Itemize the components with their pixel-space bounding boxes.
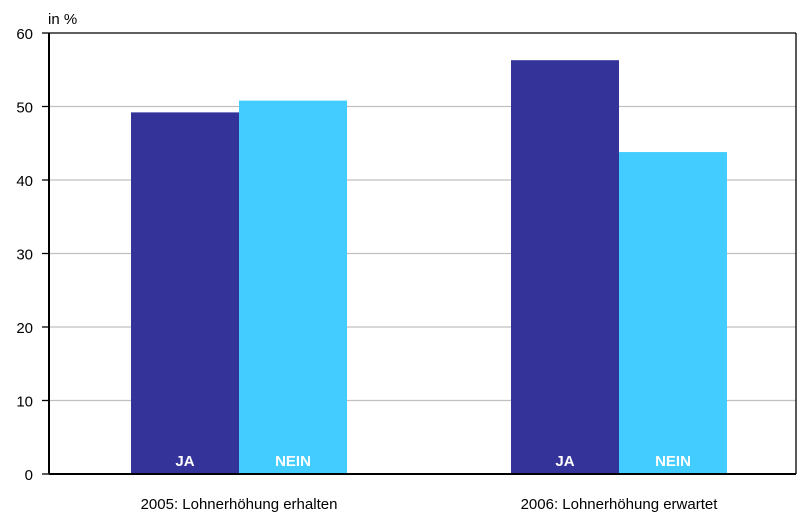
bars bbox=[131, 60, 727, 475]
y-tick-label: 50 bbox=[16, 100, 33, 117]
x-category-label: 2006: Lohnerhöhung erwartet bbox=[521, 496, 719, 513]
y-axis-label: in % bbox=[48, 11, 77, 28]
bar-series-label: JA bbox=[175, 453, 194, 470]
bar-ja bbox=[511, 60, 619, 474]
bar-nein bbox=[239, 100, 347, 475]
bar-series-label: JA bbox=[555, 453, 574, 470]
bar-ja bbox=[131, 112, 239, 474]
bar-series-label: NEIN bbox=[275, 453, 311, 470]
y-tick-label: 0 bbox=[25, 467, 33, 484]
y-tick-label: 40 bbox=[16, 173, 33, 190]
bar-nein bbox=[619, 152, 727, 474]
y-tick-labels: 0 10 20 30 40 50 60 bbox=[16, 26, 33, 484]
y-tick-label: 60 bbox=[16, 26, 33, 43]
axes bbox=[42, 32, 797, 475]
x-category-label: 2005: Lohnerhöhung erhalten bbox=[141, 496, 338, 513]
y-tick-label: 20 bbox=[16, 320, 33, 337]
y-tick-label: 10 bbox=[16, 394, 33, 411]
bar-series-label: NEIN bbox=[655, 453, 691, 470]
y-tick-label: 30 bbox=[16, 247, 33, 264]
x-category-labels: 2005: Lohnerhöhung erhalten 2006: Lohnerh… bbox=[141, 496, 719, 513]
bar-labels: JA NEIN JA NEIN bbox=[175, 453, 691, 470]
